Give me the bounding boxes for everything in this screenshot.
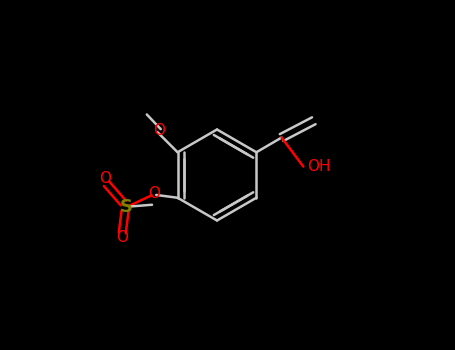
Text: O: O bbox=[116, 231, 128, 245]
Text: O: O bbox=[153, 123, 166, 138]
Text: S: S bbox=[119, 197, 132, 216]
Text: O: O bbox=[99, 172, 111, 186]
Text: O: O bbox=[148, 186, 160, 201]
Text: OH: OH bbox=[308, 159, 331, 174]
